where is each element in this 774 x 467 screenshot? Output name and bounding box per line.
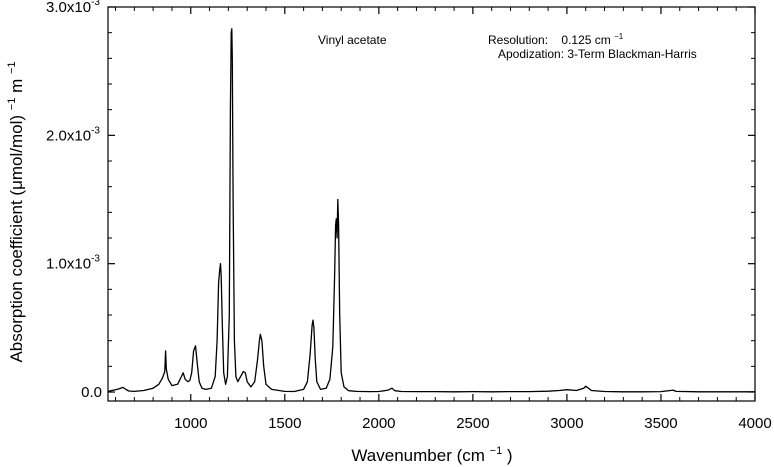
y-axis: 0.01.0x10-32.0x10-33.0x10-3 [46,0,755,401]
x-axis-title: Wavenumber (cm −1 ) [351,439,512,465]
resolution-value: 0.125 cm [561,33,610,47]
y-axis-title-text: Absorption coefficient (μmol/mol) [7,115,26,363]
plot-frame [107,6,756,402]
y-axis-title-exponent-2: −1 [6,61,18,74]
chart-title: Vinyl acetate [318,33,387,47]
x-tick-label: 1500 [268,415,301,432]
y-tick-label: 3.0x10-3 [46,0,100,16]
y-tick-label-text: 2.0x10 [46,127,91,144]
y-tick-label-text: 0.0 [81,384,102,401]
x-tick-label: 1000 [174,415,207,432]
series-line [107,28,755,393]
y-tick-label: 2.0x10-3 [46,125,100,144]
y-tick-label: 1.0x10-3 [46,254,100,273]
y-tick-label-exponent: -3 [91,0,100,8]
y-tick-label-text: 3.0x10 [46,0,91,16]
resolution-label: Resolution: [488,33,548,47]
x-axis-title-tail: ) [507,446,513,465]
x-axis-title-exponent: −1 [490,445,503,457]
y-tick-label: 0.0 [81,384,102,401]
x-tick-label: 3500 [644,415,677,432]
y-axis-title-exponent-1: −1 [6,98,18,111]
x-tick-label: 3000 [550,415,583,432]
y-tick-label-text: 1.0x10 [46,256,91,273]
x-tick-label: 2000 [362,415,395,432]
y-axis-title: Absorption coefficient (μmol/mol) −1 m −… [0,61,26,362]
x-tick-label: 4000 [738,415,771,432]
x-axis: 1000 1500 2000 2500 3000 3500 4000 [115,7,772,432]
y-axis-title-unit: m [7,79,26,93]
resolution-exponent: −1 [614,32,624,41]
apodization-annotation: Apodization: 3-Term Blackman-Harris [498,47,697,61]
resolution-annotation: Resolution: 0.125 cm −1 [488,32,624,47]
y-tick-label-exponent: -3 [91,254,100,265]
y-tick-label-exponent: -3 [91,125,100,136]
x-axis-title-text: Wavenumber (cm [351,446,485,465]
x-tick-label: 2500 [456,415,489,432]
